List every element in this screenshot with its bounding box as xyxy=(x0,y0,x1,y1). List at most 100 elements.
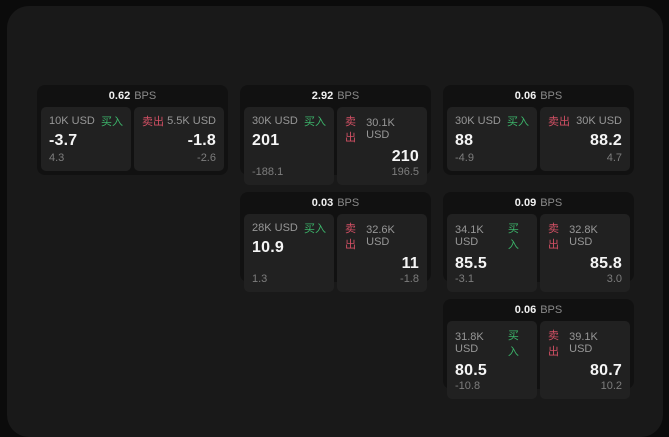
sell-panel[interactable]: 卖出 32.6K USD 11 -1.8 xyxy=(337,214,427,292)
sell-panel[interactable]: 卖出 30.1K USD 210 196.5 xyxy=(337,107,427,185)
sell-panel-top: 卖出 30.1K USD xyxy=(345,113,419,145)
quote-card: 0.06 BPS 30K USD 买入 88 -4.9 卖出 30K USD xyxy=(443,85,634,175)
sell-amount: 30.1K USD xyxy=(366,117,395,141)
sell-delta: 196.5 xyxy=(391,166,419,178)
app-window: 0.62 BPS 10K USD 买入 -3.7 4.3 卖出 5.5K USD xyxy=(7,6,663,437)
buy-side-label: 买入 xyxy=(304,223,326,235)
sell-side-label: 卖出 xyxy=(142,116,164,128)
buy-price: 85.5 xyxy=(455,255,487,272)
bps-unit-label: BPS xyxy=(540,197,563,209)
sell-side-label: 卖出 xyxy=(345,116,356,144)
sell-price: -1.8 xyxy=(187,132,216,149)
buy-delta: -10.8 xyxy=(455,380,481,392)
sell-side-label: 卖出 xyxy=(548,116,570,128)
quote-cards-grid: 0.62 BPS 10K USD 买入 -3.7 4.3 卖出 5.5K USD xyxy=(37,85,634,399)
buy-panel-top: 28K USD 买入 xyxy=(252,220,326,236)
buy-amount: 30K USD xyxy=(252,115,298,127)
sell-panel-top: 卖出 5.5K USD xyxy=(142,113,216,129)
buy-amount: 10K USD xyxy=(49,115,95,127)
buy-panel-top: 30K USD 买入 xyxy=(252,113,326,129)
panels: 10K USD 买入 -3.7 4.3 卖出 5.5K USD -1.8 -2.… xyxy=(37,107,228,175)
sell-amount: 32.8K USD xyxy=(569,224,598,248)
buy-delta: -4.9 xyxy=(455,152,474,164)
quote-card: 0.06 BPS 31.8K USD 买入 80.5 -10.8 卖出 39.1… xyxy=(443,299,634,399)
sell-delta: 4.7 xyxy=(606,152,622,164)
buy-panel-top: 30K USD 买入 xyxy=(455,113,529,129)
quote-card: 0.09 BPS 34.1K USD 买入 85.5 -3.1 卖出 32.8K… xyxy=(443,192,634,292)
buy-delta: -188.1 xyxy=(252,166,284,178)
panels: 30K USD 买入 201 -188.1 卖出 30.1K USD 210 1… xyxy=(240,107,431,189)
bps-unit-label: BPS xyxy=(337,90,360,102)
card-header: 0.09 BPS xyxy=(443,192,634,214)
quote-card: 0.03 BPS 28K USD 买入 10.9 1.3 卖出 32.6K US… xyxy=(240,192,431,292)
buy-price: 10.9 xyxy=(252,239,284,256)
sell-panel[interactable]: 卖出 5.5K USD -1.8 -2.6 xyxy=(134,107,224,171)
sell-delta: 10.2 xyxy=(600,380,622,392)
buy-price: -3.7 xyxy=(49,132,78,149)
panels: 28K USD 买入 10.9 1.3 卖出 32.6K USD 11 -1.8 xyxy=(240,214,431,296)
buy-panel[interactable]: 30K USD 买入 201 -188.1 xyxy=(244,107,334,185)
buy-price: 201 xyxy=(252,132,280,149)
bps-value: 0.09 xyxy=(514,197,537,209)
bps-unit-label: BPS xyxy=(337,197,360,209)
sell-price: 11 xyxy=(401,255,419,272)
sell-panel[interactable]: 卖出 39.1K USD 80.7 10.2 xyxy=(540,321,630,399)
buy-price: 80.5 xyxy=(455,362,487,379)
quote-card: 2.92 BPS 30K USD 买入 201 -188.1 卖出 30.1K … xyxy=(240,85,431,185)
bps-value: 0.62 xyxy=(108,90,131,102)
buy-side-label: 买入 xyxy=(507,223,519,251)
sell-panel-top: 卖出 32.8K USD xyxy=(548,220,622,252)
buy-side-label: 买入 xyxy=(101,116,123,128)
bps-value: 2.92 xyxy=(311,90,334,102)
bps-unit-label: BPS xyxy=(540,304,563,316)
sell-price: 80.7 xyxy=(590,362,622,379)
buy-side-label: 买入 xyxy=(304,116,326,128)
sell-delta: 3.0 xyxy=(606,273,622,285)
buy-panel-top: 34.1K USD 买入 xyxy=(455,220,529,252)
panels: 34.1K USD 买入 85.5 -3.1 卖出 32.8K USD 85.8… xyxy=(443,214,634,296)
sell-side-label: 卖出 xyxy=(548,223,559,251)
buy-panel[interactable]: 30K USD 买入 88 -4.9 xyxy=(447,107,537,171)
bps-value: 0.06 xyxy=(514,304,537,316)
bps-unit-label: BPS xyxy=(134,90,157,102)
card-header: 2.92 BPS xyxy=(240,85,431,107)
quote-card: 0.62 BPS 10K USD 买入 -3.7 4.3 卖出 5.5K USD xyxy=(37,85,228,175)
sell-panel[interactable]: 卖出 32.8K USD 85.8 3.0 xyxy=(540,214,630,292)
buy-amount: 28K USD xyxy=(252,222,298,234)
card-header: 0.03 BPS xyxy=(240,192,431,214)
buy-panel[interactable]: 31.8K USD 买入 80.5 -10.8 xyxy=(447,321,537,399)
sell-price: 210 xyxy=(391,148,419,165)
buy-panel-top: 10K USD 买入 xyxy=(49,113,123,129)
sell-delta: -2.6 xyxy=(197,152,216,164)
sell-amount: 30K USD xyxy=(576,115,622,127)
bps-value: 0.06 xyxy=(514,90,537,102)
buy-amount: 34.1K USD xyxy=(455,224,484,248)
sell-price: 85.8 xyxy=(590,255,622,272)
buy-side-label: 买入 xyxy=(507,116,529,128)
sell-panel-top: 卖出 30K USD xyxy=(548,113,622,129)
buy-side-label: 买入 xyxy=(507,330,519,358)
buy-panel[interactable]: 34.1K USD 买入 85.5 -3.1 xyxy=(447,214,537,292)
sell-side-label: 卖出 xyxy=(548,330,559,358)
sell-amount: 39.1K USD xyxy=(569,331,598,355)
sell-side-label: 卖出 xyxy=(345,223,356,251)
bps-unit-label: BPS xyxy=(540,90,563,102)
card-header: 0.06 BPS xyxy=(443,299,634,321)
buy-delta: -3.1 xyxy=(455,273,474,285)
buy-panel[interactable]: 28K USD 买入 10.9 1.3 xyxy=(244,214,334,292)
card-header: 0.06 BPS xyxy=(443,85,634,107)
sell-delta: -1.8 xyxy=(400,273,419,285)
sell-panel[interactable]: 卖出 30K USD 88.2 4.7 xyxy=(540,107,630,171)
buy-amount: 30K USD xyxy=(455,115,501,127)
bps-value: 0.03 xyxy=(311,197,334,209)
sell-price: 88.2 xyxy=(590,132,622,149)
buy-delta: 1.3 xyxy=(252,273,268,285)
buy-panel[interactable]: 10K USD 买入 -3.7 4.3 xyxy=(41,107,131,171)
buy-panel-top: 31.8K USD 买入 xyxy=(455,327,529,359)
sell-amount: 32.6K USD xyxy=(366,224,395,248)
buy-delta: 4.3 xyxy=(49,152,65,164)
panels: 30K USD 买入 88 -4.9 卖出 30K USD 88.2 4.7 xyxy=(443,107,634,175)
buy-amount: 31.8K USD xyxy=(455,331,484,355)
sell-panel-top: 卖出 32.6K USD xyxy=(345,220,419,252)
buy-price: 88 xyxy=(455,132,474,149)
